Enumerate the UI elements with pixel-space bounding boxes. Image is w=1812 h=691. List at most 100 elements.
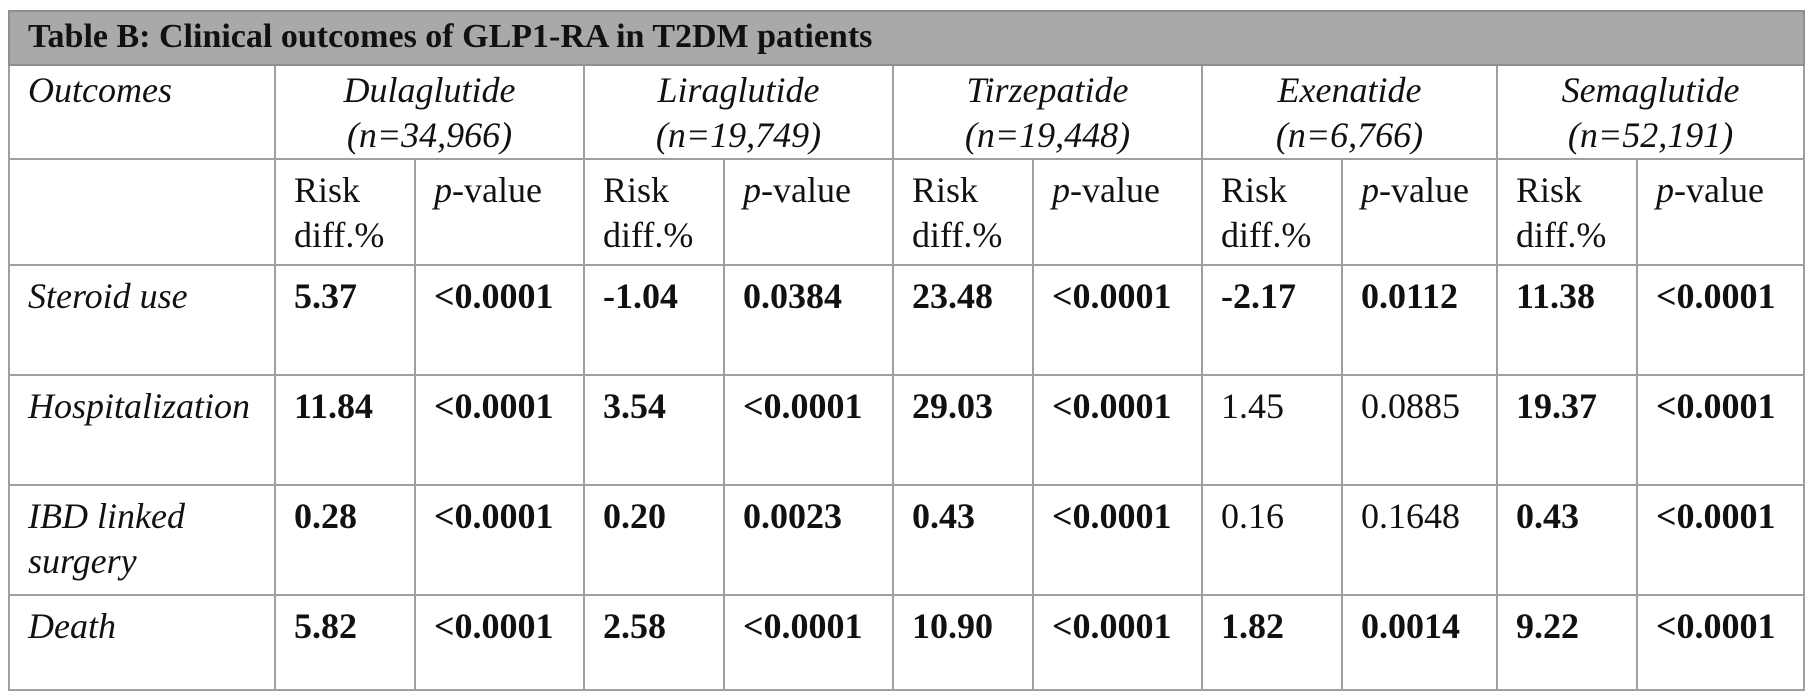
- risk-diff-cell: 9.22: [1496, 594, 1638, 691]
- p-letter: p: [1361, 170, 1379, 210]
- p-value-cell: 0.0885: [1341, 374, 1498, 486]
- p-value-header: p-value: [1032, 158, 1203, 266]
- risk-diff-cell: 3.54: [583, 374, 725, 486]
- p-value-cell: <0.0001: [723, 594, 894, 691]
- outcome-label-line2: surgery: [28, 541, 137, 581]
- risk-diff-cell: 10.90: [892, 594, 1034, 691]
- drug-n: (n=19,448): [964, 115, 1131, 155]
- p-value-cell: <0.0001: [414, 484, 585, 596]
- risk-diff-cell: 0.16: [1201, 484, 1343, 596]
- outcomes-table-container: Table B: Clinical outcomes of GLP1-RA in…: [7, 10, 1806, 691]
- risk-diff-cell: 29.03: [892, 374, 1034, 486]
- drug-name: Tirzepatide: [966, 70, 1129, 110]
- risk-diff-header: Risk diff.%: [1201, 158, 1343, 266]
- outcome-label: Death: [8, 594, 276, 691]
- drug-header-tirzepatide: Tirzepatide (n=19,448): [892, 64, 1203, 160]
- clinical-outcomes-table: Table B: Clinical outcomes of GLP1-RA in…: [7, 10, 1806, 691]
- outcome-label: IBD linked surgery: [8, 484, 276, 596]
- p-value-cell: <0.0001: [1635, 374, 1806, 486]
- risk-diff-line2: diff.%: [294, 215, 385, 255]
- p-value-cell: <0.0001: [1635, 484, 1806, 596]
- drug-name: Exenatide: [1277, 70, 1422, 110]
- p-value-cell: 0.1648: [1341, 484, 1498, 596]
- outcome-label-line1: IBD linked: [28, 496, 185, 536]
- risk-diff-cell: 23.48: [892, 264, 1034, 376]
- risk-diff-cell: 2.58: [583, 594, 725, 691]
- table-row: IBD linked surgery 0.28 <0.0001 0.20 0.0023 0.…: [8, 484, 1806, 596]
- subheader-row: Risk diff.% p-value Risk diff.% p-value Risk di…: [8, 158, 1806, 266]
- risk-diff-line2: diff.%: [1221, 215, 1312, 255]
- p-value-header: p-value: [1341, 158, 1498, 266]
- drug-name: Dulaglutide: [343, 70, 516, 110]
- p-value-header: p-value: [723, 158, 894, 266]
- risk-diff-line1: Risk: [603, 170, 670, 210]
- risk-diff-cell: 19.37: [1496, 374, 1638, 486]
- risk-diff-line2: diff.%: [912, 215, 1003, 255]
- risk-diff-cell: 0.43: [892, 484, 1034, 596]
- table-row: Death 5.82 <0.0001 2.58 <0.0001 10.90 <0.0001 1…: [8, 594, 1806, 691]
- p-value-cell: 0.0023: [723, 484, 894, 596]
- risk-diff-cell: 5.37: [274, 264, 416, 376]
- p-value-cell: <0.0001: [1032, 374, 1203, 486]
- risk-diff-cell: 1.45: [1201, 374, 1343, 486]
- drug-n: (n=19,749): [655, 115, 822, 155]
- drug-header-liraglutide: Liraglutide (n=19,749): [583, 64, 894, 160]
- risk-diff-cell: 1.82: [1201, 594, 1343, 691]
- risk-diff-cell: 11.38: [1496, 264, 1638, 376]
- risk-diff-header: Risk diff.%: [1496, 158, 1638, 266]
- drug-n: (n=6,766): [1275, 115, 1424, 155]
- risk-diff-cell: -1.04: [583, 264, 725, 376]
- table-title: Table B: Clinical outcomes of GLP1-RA in…: [7, 10, 1806, 66]
- p-letter: p: [434, 170, 452, 210]
- p-value-cell: 0.0384: [723, 264, 894, 376]
- drug-header-row: Outcomes Dulaglutide (n=34,966) Liraglut…: [8, 64, 1806, 160]
- p-letter: p: [1656, 170, 1674, 210]
- drug-n: (n=34,966): [346, 115, 513, 155]
- outcome-label: Hospitalization: [8, 374, 276, 486]
- p-rest: -value: [1379, 170, 1469, 210]
- p-value-cell: <0.0001: [1032, 594, 1203, 691]
- p-letter: p: [1052, 170, 1070, 210]
- drug-header-dulaglutide: Dulaglutide (n=34,966): [274, 64, 585, 160]
- p-value-cell: <0.0001: [414, 374, 585, 486]
- risk-diff-line1: Risk: [1516, 170, 1583, 210]
- p-rest: -value: [761, 170, 851, 210]
- risk-diff-cell: -2.17: [1201, 264, 1343, 376]
- outcome-label: Steroid use: [8, 264, 276, 376]
- risk-diff-cell: 0.20: [583, 484, 725, 596]
- p-value-cell: <0.0001: [1635, 264, 1806, 376]
- drug-name: Semaglutide: [1561, 70, 1740, 110]
- p-letter: p: [743, 170, 761, 210]
- risk-diff-line1: Risk: [912, 170, 979, 210]
- p-value-cell: <0.0001: [723, 374, 894, 486]
- table-body: Steroid use 5.37 <0.0001 -1.04 0.0384 23.48 <0…: [8, 264, 1806, 691]
- p-value-cell: 0.0112: [1341, 264, 1498, 376]
- drug-name: Liraglutide: [657, 70, 820, 110]
- table-row: Steroid use 5.37 <0.0001 -1.04 0.0384 23.48 <0…: [8, 264, 1806, 376]
- risk-diff-cell: 0.28: [274, 484, 416, 596]
- risk-diff-line2: diff.%: [1516, 215, 1607, 255]
- p-value-header: p-value: [1635, 158, 1806, 266]
- drug-n: (n=52,191): [1567, 115, 1734, 155]
- p-value-cell: <0.0001: [1032, 264, 1203, 376]
- table-row: Hospitalization 11.84 <0.0001 3.54 <0.0001 29…: [8, 374, 1806, 486]
- p-rest: -value: [1674, 170, 1764, 210]
- p-value-cell: 0.0014: [1341, 594, 1498, 691]
- risk-diff-line2: diff.%: [603, 215, 694, 255]
- p-value-cell: <0.0001: [414, 264, 585, 376]
- p-value-cell: <0.0001: [414, 594, 585, 691]
- risk-diff-cell: 5.82: [274, 594, 416, 691]
- risk-diff-header: Risk diff.%: [274, 158, 416, 266]
- p-value-cell: <0.0001: [1032, 484, 1203, 596]
- drug-header-exenatide: Exenatide (n=6,766): [1201, 64, 1498, 160]
- table-title-row: Table B: Clinical outcomes of GLP1-RA in…: [7, 10, 1806, 66]
- p-value-cell: <0.0001: [1635, 594, 1806, 691]
- p-rest: -value: [452, 170, 542, 210]
- risk-diff-header: Risk diff.%: [892, 158, 1034, 266]
- risk-diff-cell: 0.43: [1496, 484, 1638, 596]
- p-rest: -value: [1070, 170, 1160, 210]
- subheader-blank: [8, 158, 276, 266]
- risk-diff-line1: Risk: [294, 170, 361, 210]
- risk-diff-header: Risk diff.%: [583, 158, 725, 266]
- p-value-header: p-value: [414, 158, 585, 266]
